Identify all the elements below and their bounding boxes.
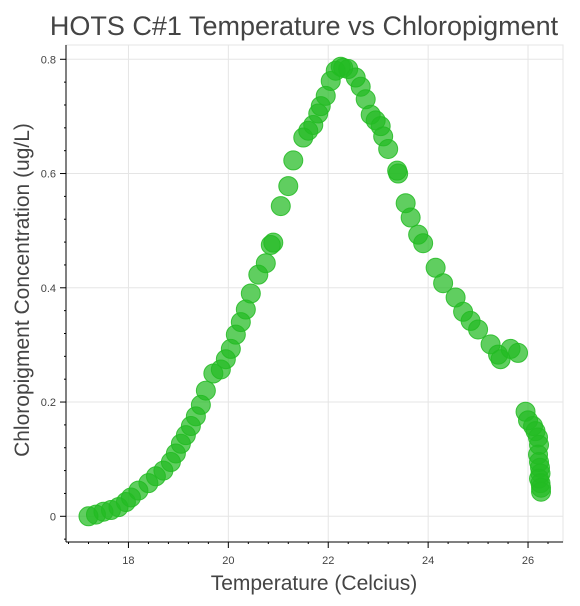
data-point xyxy=(400,207,421,228)
chart-title: HOTS C#1 Temperature vs Chloropigment xyxy=(50,11,559,41)
data-points xyxy=(78,56,552,527)
data-point xyxy=(283,150,304,171)
data-point xyxy=(240,283,261,304)
y-tick-label: 0.6 xyxy=(41,169,56,181)
x-tick-label: 22 xyxy=(322,555,334,567)
data-point xyxy=(508,342,529,363)
data-point xyxy=(388,163,409,184)
data-point xyxy=(531,481,552,502)
data-point xyxy=(195,380,216,401)
x-axis-label: Temperature (Celcius) xyxy=(211,572,418,595)
data-point xyxy=(433,273,454,294)
data-point xyxy=(278,176,299,197)
y-tick-label: 0.4 xyxy=(41,283,56,295)
y-tick-label: 0.2 xyxy=(41,397,56,409)
y-tick-label: 0 xyxy=(50,511,56,523)
y-axis-ticks: 0 0.2 0.4 0.6 0.8 xyxy=(41,54,66,540)
data-point xyxy=(255,253,276,274)
grid-lines xyxy=(66,45,563,542)
data-point xyxy=(270,196,291,217)
y-tick-label: 0.8 xyxy=(41,54,56,66)
x-tick-label: 20 xyxy=(222,555,234,567)
x-axis-ticks: 18 20 22 24 26 xyxy=(67,542,549,567)
data-point xyxy=(413,233,434,254)
x-tick-label: 18 xyxy=(122,555,134,567)
x-tick-label: 24 xyxy=(422,555,434,567)
data-point xyxy=(468,319,489,340)
y-axis-label: Chloropigment Concentration (ug/L) xyxy=(11,123,34,457)
x-tick-label: 26 xyxy=(522,555,534,567)
data-point xyxy=(263,232,284,253)
data-point xyxy=(378,138,399,159)
